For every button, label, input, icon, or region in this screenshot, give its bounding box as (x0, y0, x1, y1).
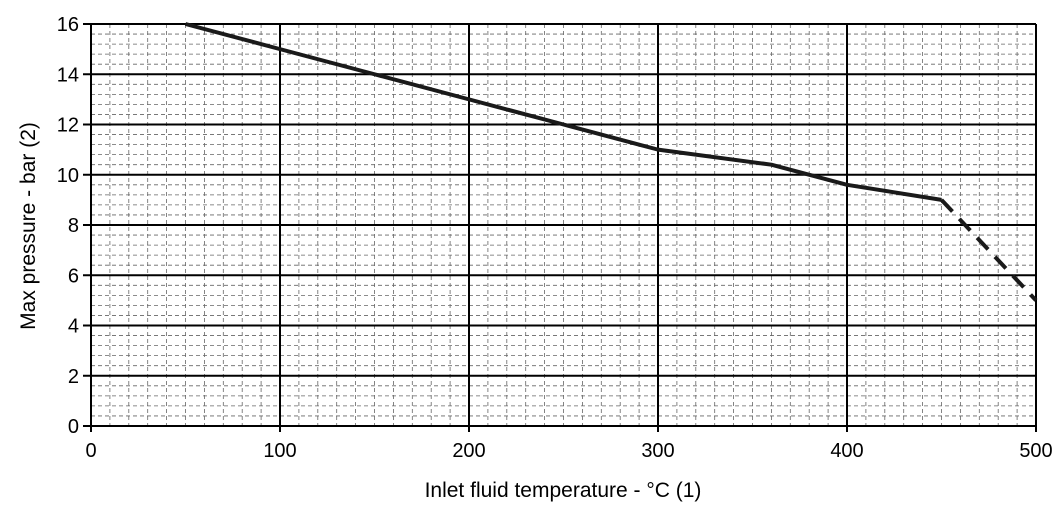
x-tick-label: 200 (452, 440, 485, 462)
x-tick-label: 0 (85, 440, 96, 462)
x-tick-label: 500 (1019, 440, 1052, 462)
minor-grid (91, 24, 1036, 426)
y-tick-label: 10 (57, 165, 79, 187)
y-tick-label: 2 (68, 366, 79, 388)
y-tick-label: 14 (57, 64, 79, 86)
x-tick-label: 400 (830, 440, 863, 462)
y-tick-label: 16 (57, 14, 79, 36)
y-axis-title: Max pressure - bar (2) (17, 122, 40, 330)
y-tick-label: 6 (68, 265, 79, 287)
y-tick-label: 12 (57, 115, 79, 137)
y-tick-label: 0 (68, 416, 79, 438)
series-line-dashed (940, 198, 1038, 302)
y-tick-label: 8 (68, 215, 79, 237)
series-line-solid (184, 22, 942, 202)
series-layer (184, 22, 1038, 302)
y-tick-label: 4 (68, 316, 79, 338)
major-grid (83, 23, 1037, 432)
tick-labels: 0 100 200 300 400 500 0 2 4 6 8 10 12 14 16 (57, 14, 1053, 462)
x-tick-label: 300 (641, 440, 674, 462)
x-tick-label: 100 (263, 440, 296, 462)
x-axis-title: Inlet fluid temperature - °C (1) (425, 479, 702, 502)
